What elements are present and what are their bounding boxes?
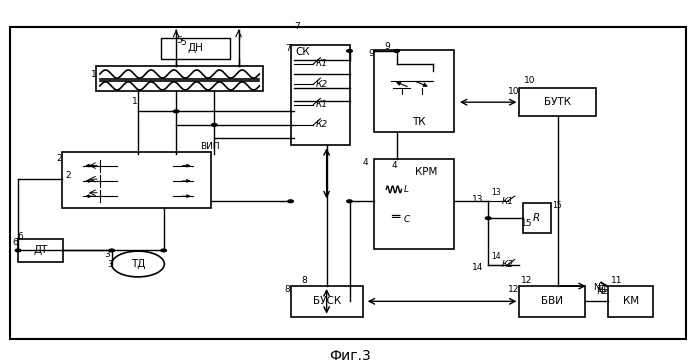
Text: C: C [403, 215, 410, 224]
Text: КРМ: КРМ [415, 167, 437, 178]
Text: ═: ═ [391, 209, 400, 224]
Text: 10: 10 [524, 76, 535, 85]
Bar [374, 50, 454, 132]
Bar [18, 238, 63, 262]
Text: 12: 12 [521, 277, 532, 285]
Text: 9: 9 [384, 42, 391, 52]
Text: 8: 8 [284, 285, 291, 294]
Text: 9: 9 [368, 49, 374, 58]
Bar [161, 38, 230, 59]
Text: 7: 7 [284, 44, 291, 53]
Text: 4: 4 [363, 158, 368, 167]
Text: Nz: Nz [593, 282, 605, 291]
Circle shape [288, 200, 294, 203]
Text: 3: 3 [108, 260, 113, 269]
Circle shape [394, 50, 399, 52]
Text: К2: К2 [316, 80, 329, 89]
Bar [291, 286, 363, 317]
Text: К1: К1 [316, 59, 329, 68]
Text: 14: 14 [491, 252, 501, 261]
Text: 7: 7 [294, 22, 301, 31]
Circle shape [173, 110, 179, 113]
Text: 4: 4 [391, 161, 398, 170]
Circle shape [109, 249, 115, 252]
Text: 13: 13 [472, 195, 484, 204]
Text: L: L [403, 185, 409, 194]
Text: ТД: ТД [131, 259, 145, 269]
Text: БУСК: БУСК [312, 296, 340, 306]
Text: 13: 13 [491, 188, 501, 197]
Text: R: R [533, 213, 540, 223]
Text: 5: 5 [177, 36, 182, 45]
Text: 15: 15 [552, 201, 561, 210]
Text: СК: СК [296, 47, 310, 57]
Bar [608, 286, 654, 317]
Text: 11: 11 [597, 285, 608, 294]
Text: 15: 15 [521, 219, 532, 228]
Text: КМ: КМ [623, 296, 639, 306]
Text: 2: 2 [66, 171, 71, 180]
Text: 8: 8 [301, 277, 308, 285]
Bar [374, 159, 454, 249]
Bar [62, 152, 211, 208]
Bar [519, 286, 585, 317]
Circle shape [212, 123, 217, 126]
Text: Фиг.3: Фиг.3 [329, 348, 370, 363]
Circle shape [15, 249, 21, 252]
Text: 2: 2 [56, 154, 62, 163]
Text: 14: 14 [472, 263, 484, 272]
Text: 6: 6 [17, 232, 23, 241]
Text: Nz: Nz [596, 287, 607, 296]
Text: К1: К1 [502, 197, 514, 206]
Circle shape [485, 217, 491, 220]
Text: ВИП: ВИП [201, 142, 220, 151]
Circle shape [161, 249, 166, 252]
Bar [291, 45, 350, 145]
Bar [96, 66, 263, 91]
Bar [519, 87, 596, 117]
Text: ДТ: ДТ [33, 245, 48, 256]
Circle shape [347, 200, 352, 203]
Text: 10: 10 [508, 87, 519, 95]
Circle shape [347, 50, 352, 52]
Text: 6: 6 [13, 237, 18, 246]
Bar [523, 203, 551, 233]
Text: ДН: ДН [187, 43, 203, 53]
Text: 3: 3 [105, 250, 110, 260]
Text: 11: 11 [611, 277, 622, 285]
Text: К2: К2 [502, 260, 514, 269]
Text: БВИ: БВИ [541, 296, 563, 306]
Text: БУТК: БУТК [544, 97, 571, 107]
Text: 12: 12 [508, 285, 519, 294]
Text: 1: 1 [91, 70, 96, 78]
Text: ТК: ТК [412, 117, 426, 127]
Text: К2: К2 [316, 121, 329, 130]
Text: 5: 5 [180, 38, 186, 48]
Text: К1: К1 [316, 100, 329, 109]
Text: 1: 1 [131, 97, 138, 106]
